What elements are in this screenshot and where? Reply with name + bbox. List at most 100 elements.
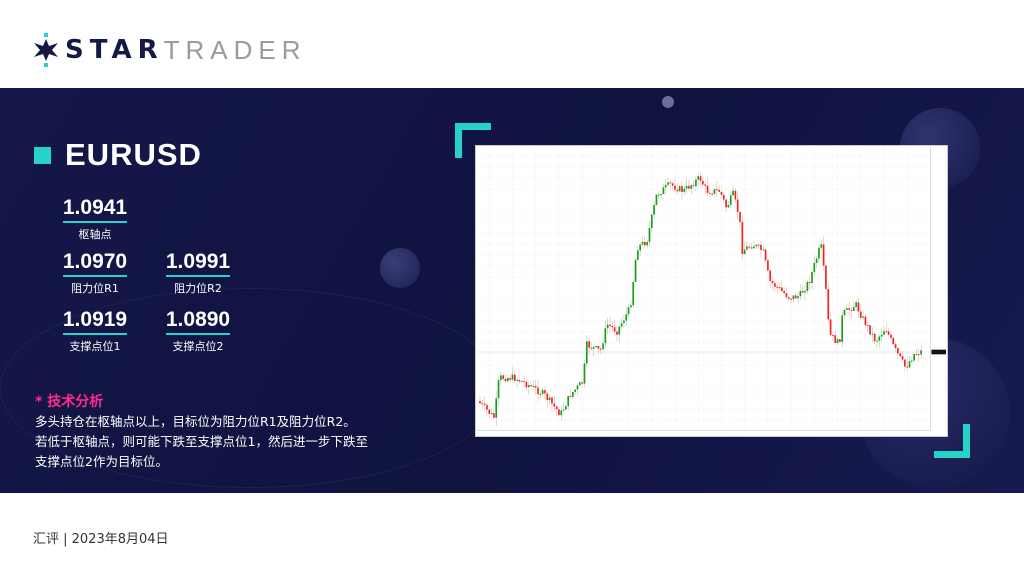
candle-body [513, 374, 516, 381]
candle-body [493, 413, 495, 418]
candle-body [690, 185, 693, 189]
candle-body [530, 385, 532, 387]
candle-body [565, 406, 567, 410]
candle-body [523, 381, 525, 383]
candle-body [583, 363, 586, 384]
candle-body [488, 409, 491, 414]
candle-body [671, 183, 674, 186]
candle-body [866, 325, 869, 327]
candle-body [804, 290, 806, 293]
candle-body [760, 244, 762, 250]
candle-body [613, 327, 616, 332]
candle-body [774, 283, 776, 287]
candle-body [520, 381, 523, 383]
candle-body [841, 315, 844, 342]
candle-body [623, 320, 625, 324]
current-price-tag [931, 349, 947, 355]
candle-body [715, 189, 718, 191]
candle-body [592, 347, 595, 349]
candle-body [743, 249, 746, 255]
candle-body [525, 382, 528, 388]
level-value: 1.0991 [165, 250, 231, 277]
candle-body [920, 350, 922, 355]
s1-level: 1.0919 支撑点位1 [55, 308, 135, 354]
candle-body [606, 324, 609, 329]
candle-body [602, 343, 604, 350]
r1-level: 1.0970 阻力位R1 [55, 250, 135, 296]
candle-body [736, 199, 739, 212]
pivot-level: 1.0941 枢轴点 [55, 196, 135, 242]
candle-body [504, 378, 507, 382]
level-value: 1.0890 [165, 308, 231, 335]
candle-body [555, 406, 558, 410]
candle-body [706, 185, 709, 193]
candle-body [546, 393, 549, 401]
candle-body [664, 184, 667, 188]
candle-body [878, 336, 881, 341]
candle-body [832, 334, 834, 336]
logo-text-star: STAR [65, 35, 164, 65]
candle-body [609, 324, 611, 327]
logo-text-trader: TRADER [163, 34, 307, 65]
candle-body [611, 326, 614, 328]
analysis-line: 多头持仓在枢轴点以上，目标位为阻力位R1及阻力位R2。 [35, 414, 356, 429]
candle-body [764, 249, 767, 261]
candle-body [792, 295, 795, 300]
candle-body [574, 389, 577, 392]
candlestick-chart [476, 147, 947, 431]
candle-body [739, 211, 741, 222]
candle-body [799, 290, 802, 297]
candle-body [569, 395, 572, 397]
decor-orb [380, 248, 420, 288]
candle-body [641, 241, 644, 245]
candle-body [897, 348, 899, 354]
level-label: 阻力位R2 [174, 282, 222, 295]
candle-body [887, 331, 890, 335]
candle-body [630, 305, 632, 308]
candle-body [876, 340, 878, 342]
candle-body [880, 334, 883, 337]
candle-body [685, 185, 688, 189]
candle-body [692, 185, 695, 187]
candle-body [750, 247, 753, 249]
candle-body [762, 249, 765, 251]
candle-body [558, 409, 560, 416]
candle-body [855, 302, 857, 308]
symbol-title: EURUSD [34, 137, 202, 173]
candle-body [718, 189, 720, 192]
candle-body [825, 265, 827, 290]
candle-body [507, 378, 509, 382]
candle-body [548, 397, 551, 401]
candle-body [655, 194, 658, 205]
candle-body [864, 316, 867, 326]
candle-body [783, 290, 785, 294]
logo: STAR TRADER [33, 33, 307, 67]
candle-body [502, 375, 505, 379]
symbol-name: EURUSD [65, 137, 202, 172]
candle-body [544, 390, 546, 394]
candle-body [846, 308, 848, 311]
candle-body [709, 192, 711, 194]
candle-body [483, 403, 486, 405]
candle-body [827, 289, 830, 320]
candle-body [732, 190, 734, 196]
candle-body [913, 354, 915, 361]
analysis-line: 支撑点位2作为目标位。 [35, 454, 168, 469]
candle-body [722, 194, 725, 200]
candle-body [539, 393, 542, 395]
candle-body [822, 244, 825, 266]
candle-body [627, 307, 630, 315]
candle-body [908, 361, 911, 368]
corner-bracket [963, 424, 970, 458]
candle-body [660, 194, 662, 196]
candle-body [829, 319, 832, 335]
candle-body [683, 188, 686, 192]
candle-body [790, 298, 792, 300]
candle-body [725, 199, 727, 208]
candle-body [662, 187, 665, 195]
candle-body [486, 404, 488, 410]
candle-body [509, 378, 511, 380]
candle-body [857, 302, 860, 312]
candle-body [567, 395, 570, 407]
candle-body [794, 295, 797, 299]
